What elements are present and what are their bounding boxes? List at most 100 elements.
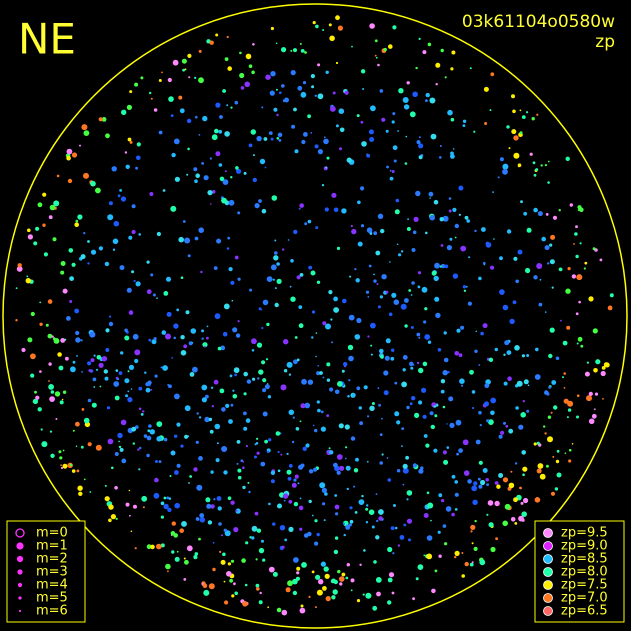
star	[156, 543, 162, 550]
star	[33, 241, 38, 246]
star	[502, 477, 509, 483]
star	[196, 484, 203, 491]
star	[281, 47, 287, 53]
star	[242, 601, 248, 607]
star	[138, 386, 143, 391]
star	[536, 441, 540, 445]
star	[49, 204, 56, 211]
star	[43, 252, 49, 257]
star	[349, 275, 352, 278]
star	[434, 414, 438, 418]
star	[83, 417, 90, 424]
star	[98, 117, 103, 122]
star	[448, 396, 454, 402]
star	[504, 503, 511, 510]
star	[402, 463, 408, 469]
star	[569, 203, 573, 207]
star	[486, 483, 489, 486]
star	[334, 536, 339, 540]
star	[429, 214, 436, 221]
star	[160, 501, 165, 506]
star	[69, 463, 73, 467]
star	[410, 294, 413, 296]
star	[588, 391, 593, 396]
star	[444, 264, 449, 269]
star	[584, 261, 588, 265]
star	[506, 350, 512, 355]
star	[516, 380, 523, 387]
star	[392, 112, 396, 116]
star	[120, 419, 127, 426]
star	[198, 134, 201, 136]
star	[354, 334, 361, 340]
star	[541, 236, 546, 242]
star	[513, 256, 518, 261]
star	[47, 333, 53, 339]
star	[376, 283, 379, 285]
star	[584, 371, 590, 377]
star	[354, 511, 358, 514]
star	[127, 137, 132, 142]
star	[311, 310, 316, 314]
star	[210, 386, 214, 389]
star	[256, 342, 263, 348]
star	[35, 395, 40, 400]
star	[108, 201, 113, 206]
star	[389, 176, 394, 181]
star	[523, 379, 529, 385]
corner-label: NE	[18, 15, 76, 64]
star	[444, 76, 447, 79]
star	[333, 579, 338, 585]
star	[173, 138, 180, 145]
star	[56, 174, 60, 178]
star	[192, 366, 198, 373]
star	[588, 418, 595, 425]
star	[420, 466, 424, 470]
star	[510, 470, 513, 473]
star	[506, 229, 512, 234]
star	[273, 107, 278, 112]
star	[350, 589, 353, 592]
star	[341, 572, 346, 577]
star	[326, 362, 331, 367]
star	[333, 307, 339, 313]
star	[136, 142, 141, 147]
star	[204, 416, 210, 423]
star	[87, 398, 92, 403]
star	[114, 486, 118, 490]
star	[292, 578, 298, 585]
star	[373, 231, 378, 236]
star	[522, 473, 525, 477]
star	[173, 336, 176, 340]
star	[126, 104, 132, 110]
star	[129, 514, 131, 517]
star	[381, 417, 383, 420]
star	[65, 356, 69, 361]
star	[98, 362, 104, 368]
star	[81, 408, 85, 411]
legend-marker	[543, 528, 553, 538]
star	[307, 219, 312, 224]
star	[502, 520, 509, 527]
star	[199, 517, 206, 523]
star	[174, 470, 179, 475]
star	[381, 274, 387, 280]
star	[473, 130, 476, 133]
star	[165, 333, 171, 340]
star	[224, 131, 230, 137]
star	[429, 197, 431, 199]
star	[395, 198, 400, 203]
star	[262, 411, 268, 417]
star	[533, 442, 537, 446]
star	[305, 443, 310, 448]
star	[513, 152, 520, 159]
star	[503, 421, 506, 425]
star	[322, 29, 325, 31]
star	[543, 425, 546, 428]
star	[201, 384, 208, 391]
star	[282, 248, 285, 251]
star	[111, 466, 114, 470]
star	[167, 570, 169, 573]
star	[218, 163, 223, 167]
